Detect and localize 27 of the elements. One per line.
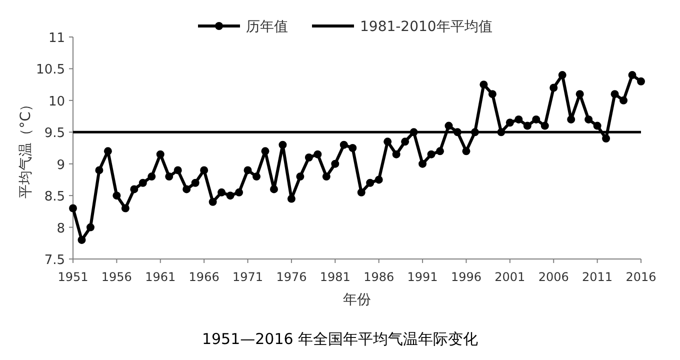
x-tick-label: 1981: [320, 270, 350, 284]
x-tick-label: 1966: [188, 270, 220, 284]
y-tick-label: 7.5: [44, 253, 65, 268]
x-tick-label: 1971: [232, 270, 264, 284]
y-tick-label: 11: [48, 31, 65, 46]
y-tick-label: 9: [56, 158, 65, 173]
y-tick-label: 10: [48, 94, 65, 110]
y-tick-label: 10.5: [36, 62, 65, 78]
x-tick-label: 1956: [101, 270, 132, 284]
legend-label: 1981-2010年平均值: [360, 19, 492, 35]
x-tick-label: 2011: [582, 270, 613, 284]
y-tick-label: 9.5: [44, 126, 65, 142]
legend-label: 历年值: [246, 19, 288, 35]
x-tick-label: 1951: [58, 270, 88, 284]
y-tick-label: 8.5: [44, 190, 65, 205]
x-tick-label: 2001: [494, 270, 526, 284]
x-tick-label: 2016: [626, 270, 656, 284]
x-tick-label: 2006: [538, 270, 569, 284]
x-tick-label: 1991: [407, 270, 438, 284]
x-tick-label: 1976: [276, 270, 307, 284]
x-tick-label: 1986: [364, 270, 394, 284]
x-tick-label: 1996: [450, 270, 482, 284]
x-axis-title: 年份: [343, 292, 371, 308]
text: 1951—2016 年全国年平均气温年际变化: [202, 330, 478, 348]
y-axis-title: 平均气温（°C）: [18, 98, 34, 198]
y-tick-label: 8: [56, 221, 65, 236]
x-tick-label: 1961: [145, 270, 176, 284]
